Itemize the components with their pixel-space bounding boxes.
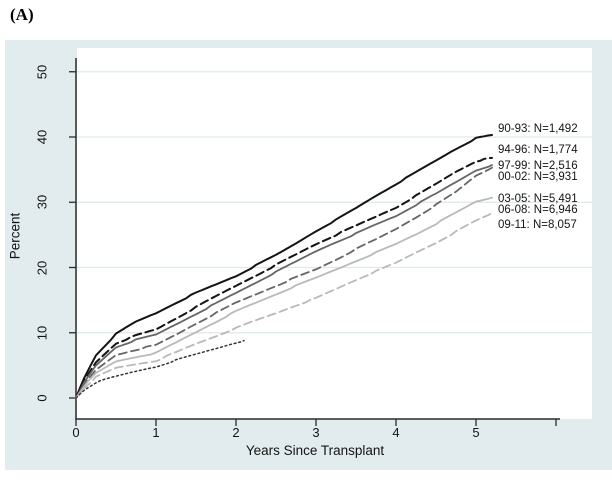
y-tick-label: 30	[34, 195, 50, 210]
series-curve	[75, 212, 493, 399]
figure-panel-label: (A)	[10, 5, 34, 24]
legend-label: 06-08: N=6,946	[498, 204, 578, 217]
legend-label: 90-93: N=1,492	[498, 123, 578, 136]
y-axis-title: Percent	[7, 212, 23, 260]
y-tick-label: 0	[34, 394, 50, 402]
legend-label: 00-02: N=3,931	[498, 170, 578, 183]
plot-area	[77, 48, 592, 419]
x-tick-label: 5	[472, 425, 480, 440]
series-curve	[75, 166, 493, 399]
legend-label: 94-96: N=1,774	[498, 144, 578, 157]
x-tick-label: 2	[232, 425, 240, 440]
y-tick-label: 40	[34, 129, 50, 145]
series-curve	[75, 339, 245, 399]
series-curve	[75, 164, 493, 399]
x-tick-label: 0	[72, 425, 80, 440]
legend-label: 09-11: N=8,057	[498, 219, 577, 232]
x-tick-label: 1	[152, 425, 160, 440]
legend-label: 03-05: N=5,491	[498, 192, 578, 205]
y-tick-label: 20	[34, 260, 50, 275]
x-axis-title: Years Since Transplant	[245, 443, 385, 458]
x-tick-label: 3	[312, 425, 320, 440]
y-tick-label: 10	[34, 325, 50, 340]
series-curve	[75, 196, 493, 399]
y-tick-label: 50	[34, 64, 50, 79]
series-curve	[75, 156, 493, 399]
series-curve	[75, 134, 493, 399]
legend-label: 97-99: N=2,516	[498, 159, 578, 172]
x-tick-label: 4	[392, 425, 400, 440]
